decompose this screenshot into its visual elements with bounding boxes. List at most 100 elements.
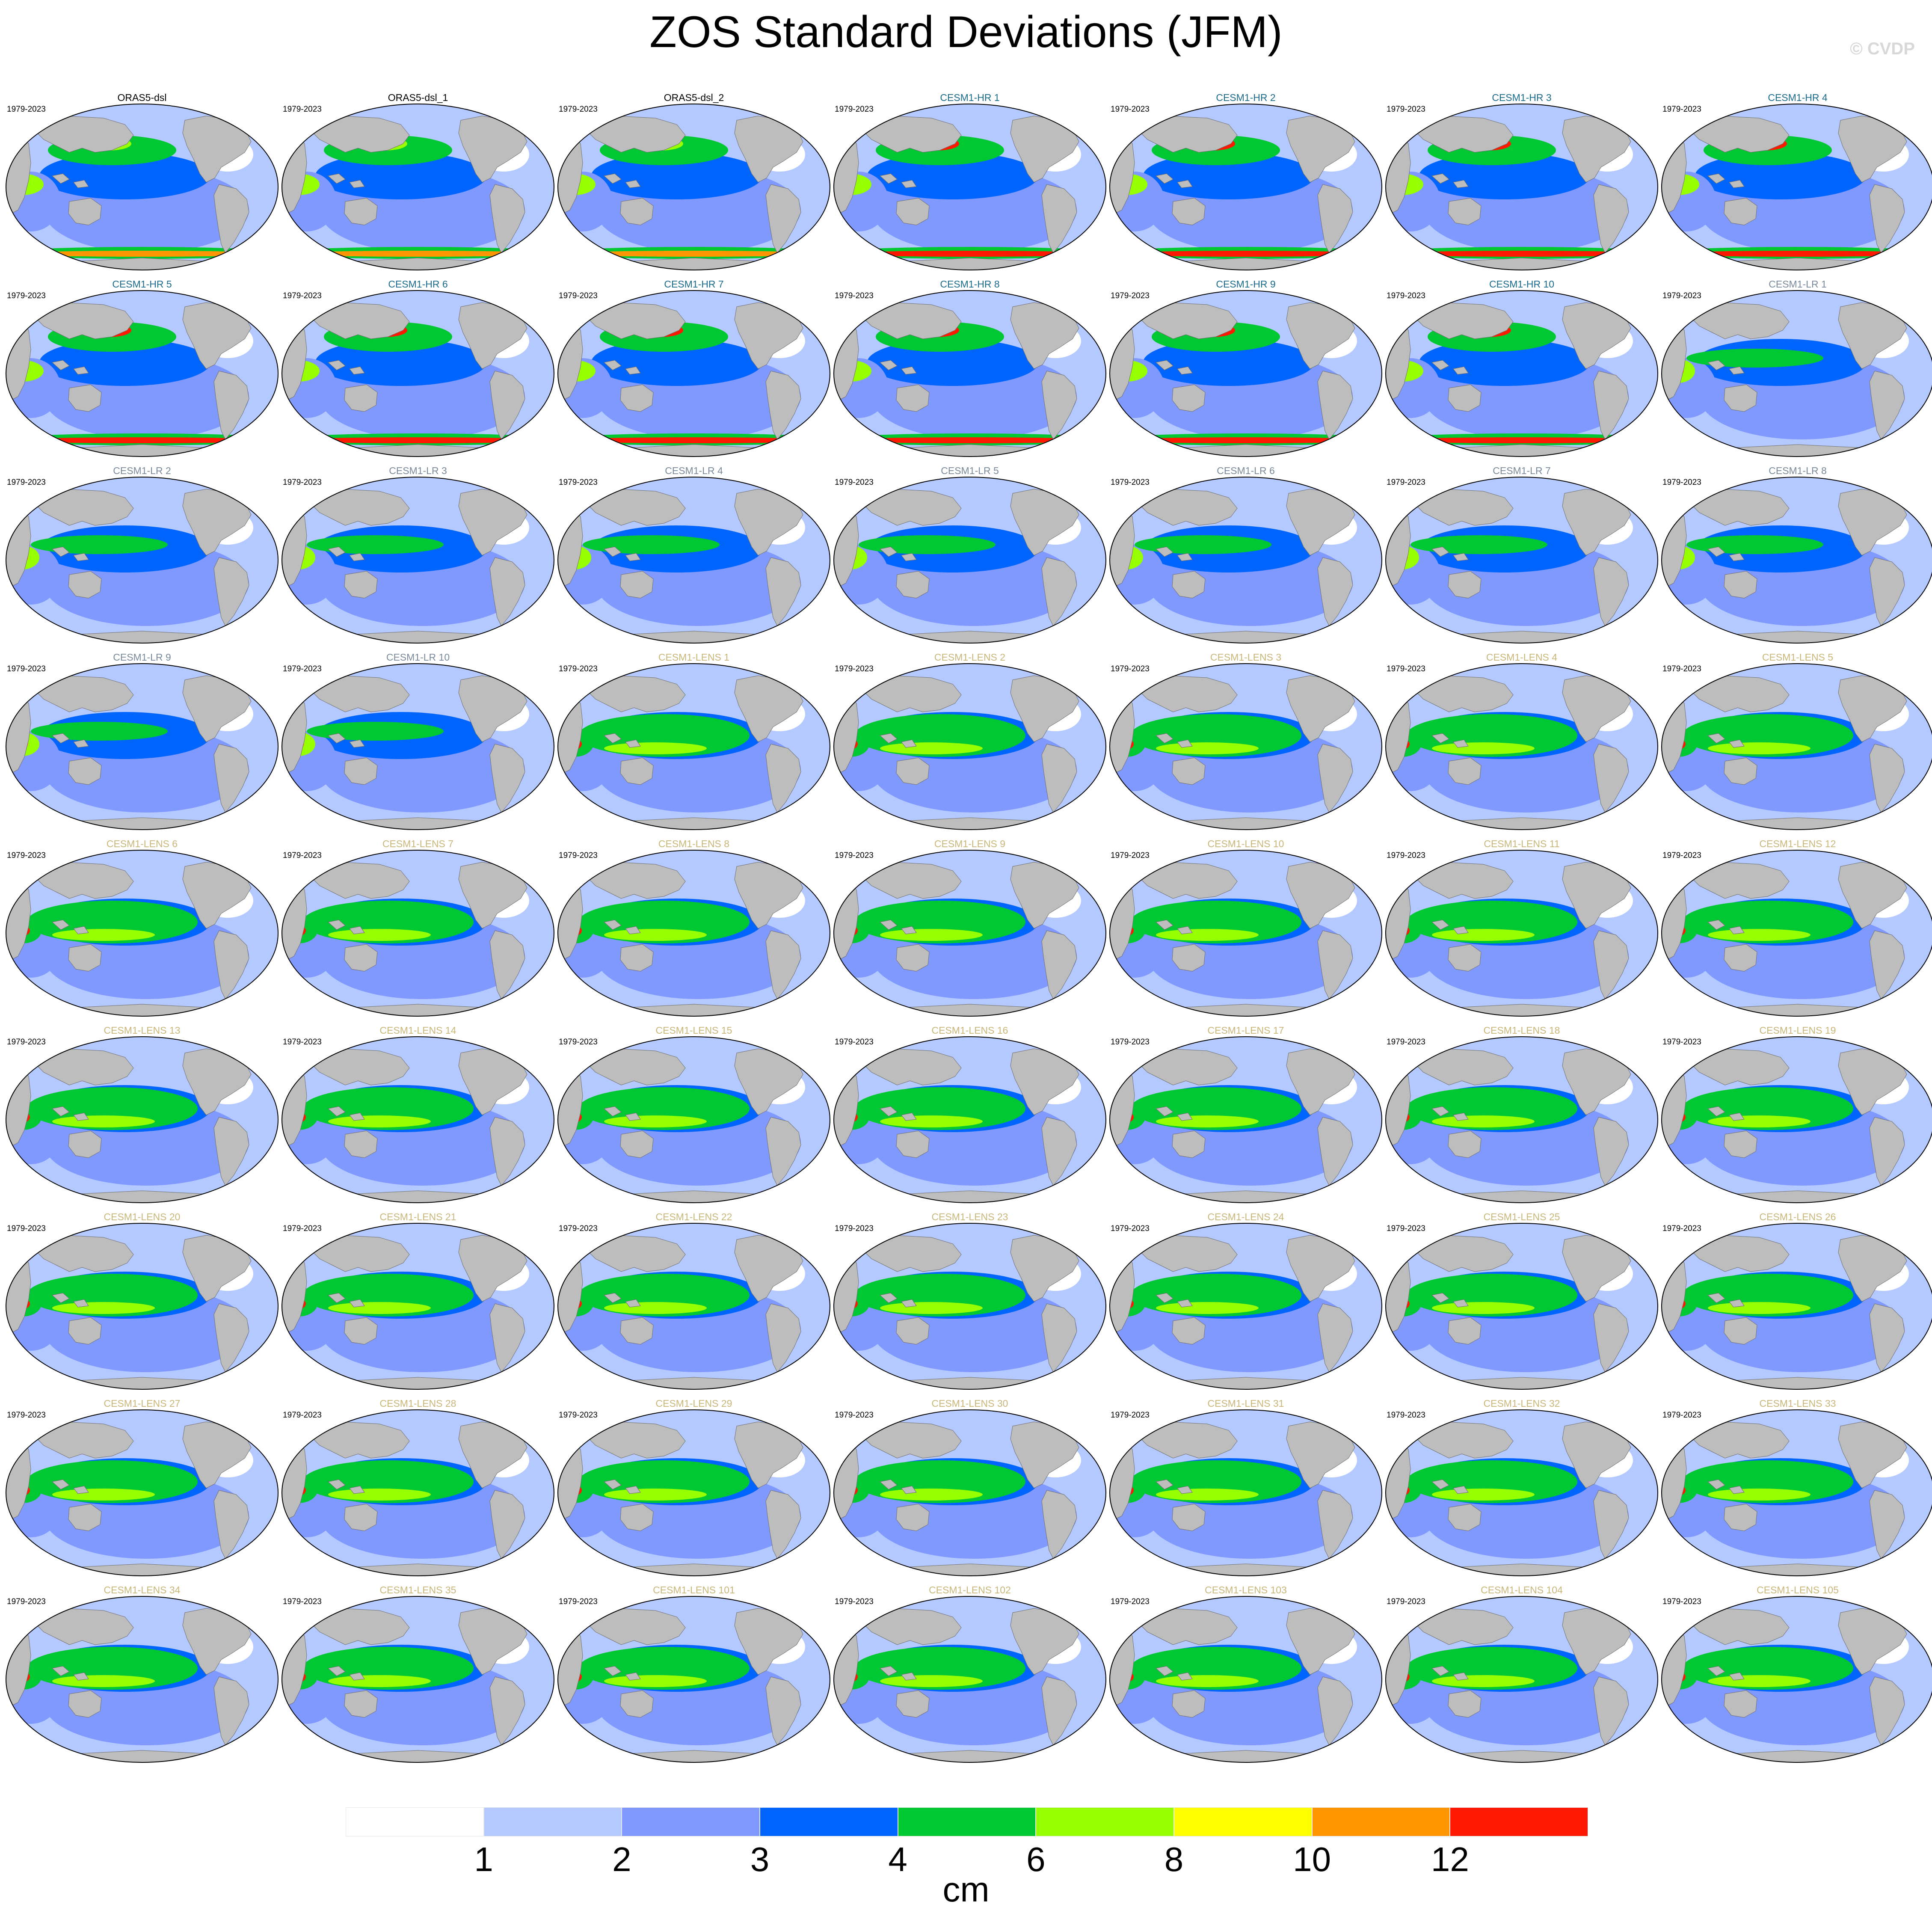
land-mass [213,557,249,626]
land-mass [1134,302,1238,339]
land-mass [30,1608,134,1645]
map-panel: 1979-2023 CESM1-LENS 26 [1661,1207,1932,1391]
acc-max [1117,251,1374,257]
land-mass [306,1421,410,1459]
world-map [557,1409,830,1576]
panel-title: CESM1-LENS 103 [1205,1584,1287,1596]
land-mass [603,1293,622,1303]
land-mass [901,1299,917,1308]
map-panel: 1979-2023 CESM1-HR 9 [1109,274,1383,458]
panel-period: 1979-2023 [1662,105,1701,114]
land-mass [1079,675,1096,693]
map-border [6,1596,279,1763]
map-border [557,1596,830,1763]
land-mass [306,1235,410,1272]
land-mass [765,184,801,253]
panel-period: 1979-2023 [1111,1597,1150,1606]
land-mass [213,744,249,813]
land-mass [1729,553,1745,561]
land-mass [803,302,821,320]
equatorial-band [1410,535,1547,554]
panel-title: CESM1-HR 4 [1768,92,1828,103]
land-mass [251,1048,269,1066]
map-panel: 1979-2023 CESM1-HR 6 [281,274,555,458]
land-mass [803,116,821,133]
map-border [833,1409,1106,1576]
panel-period: 1979-2023 [1111,851,1150,860]
land-mass [51,1479,70,1490]
land-mass [1172,944,1206,972]
land-mass [896,1504,930,1531]
equatorial-peak [1708,1489,1811,1501]
equatorial-peak [328,1675,431,1687]
map-border [1385,663,1658,830]
land-mass [1724,944,1757,972]
land-mass [1686,116,1790,153]
land-mass [1453,1486,1469,1494]
land-mass [344,571,378,599]
map-panel: 1979-2023 CESM1-LENS 103 [1109,1580,1383,1764]
panel-title: CESM1-LENS 28 [379,1398,456,1409]
world-map [6,1223,279,1390]
map-border [1661,663,1932,830]
map-panel: 1979-2023 CESM1-LENS 11 [1385,834,1659,1018]
panel-period: 1979-2023 [283,291,322,300]
land-mass [1410,489,1514,526]
land-mass [51,1293,70,1303]
world-map [1661,1409,1932,1576]
land-mass [251,489,269,507]
map-panel: 1979-2023 CESM1-LENS 5 [1661,647,1932,831]
world-map [1661,850,1932,1017]
land-mass [327,1479,346,1490]
map-panel: 1979-2023 CESM1-LENS 20 [5,1207,279,1391]
land-mass [625,366,641,375]
equatorial-peak [880,1489,983,1501]
world-map [557,663,830,830]
land-mass [349,366,365,375]
map-panel: 1979-2023 CESM1-LENS 1 [557,647,831,831]
land-mass [582,862,686,899]
panel-title: CESM1-HR 5 [112,279,172,290]
equatorial-peak [52,1115,155,1127]
world-map [833,290,1106,457]
map-border [1661,104,1932,270]
panel-period: 1979-2023 [7,1038,46,1047]
equatorial-peak [328,929,431,941]
panel-title: CESM1-LENS 35 [379,1584,456,1596]
panel-period: 1979-2023 [835,291,874,300]
panel-period: 1979-2023 [835,1224,874,1233]
acc-max [842,251,1098,257]
land-mass [1869,184,1905,253]
land-mass [603,1479,622,1490]
land-mass [765,557,801,626]
land-mass [1177,366,1193,375]
land-mass [1724,571,1757,599]
panel-period: 1979-2023 [559,478,598,487]
land-mass [51,1106,70,1117]
land-mass [489,371,525,440]
world-map [1385,290,1658,457]
land-mass [68,1130,102,1158]
land-mass [51,360,70,371]
map-panel: 1979-2023 CESM1-LR 2 [5,461,279,645]
land-mass [625,1486,641,1494]
panel-title: CESM1-LENS 20 [104,1211,181,1222]
panel-title: CESM1-LENS 27 [104,1398,181,1409]
land-mass [896,944,930,972]
panel-title: CESM1-HR 3 [1492,92,1552,103]
map-border [557,663,830,830]
acc-max [14,251,270,257]
panel-title: CESM1-LENS 12 [1759,838,1836,849]
map-panel: 1979-2023 CESM1-LENS 22 [557,1207,831,1391]
panel-period: 1979-2023 [283,851,322,860]
map-panel: 1979-2023 CESM1-LENS 8 [557,834,831,1018]
land-mass [1041,744,1077,813]
land-mass [803,1048,821,1066]
land-mass [344,1317,378,1345]
land-mass [1707,1666,1725,1676]
map-border [282,1223,554,1390]
tropical-pacific-band [315,152,486,199]
panel-period: 1979-2023 [559,851,598,860]
world-map [1661,1596,1932,1763]
panel-period: 1979-2023 [835,1411,874,1420]
